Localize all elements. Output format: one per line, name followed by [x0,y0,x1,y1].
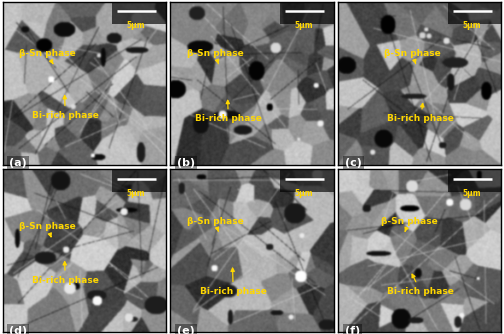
Bar [448,169,501,192]
Text: (b): (b) [177,158,195,168]
Text: 5μm: 5μm [127,189,146,198]
Bar [112,169,166,192]
Text: β-Sn phase: β-Sn phase [187,49,243,64]
Text: 5μm: 5μm [463,189,481,198]
Text: 5μm: 5μm [127,21,146,30]
Text: β-Sn phase: β-Sn phase [19,49,76,64]
Text: Bi-rich phase: Bi-rich phase [388,104,454,124]
Text: Bi-rich phase: Bi-rich phase [388,274,454,296]
Text: (a): (a) [9,158,27,168]
Bar [448,2,501,24]
Text: Bi-rich phase: Bi-rich phase [200,268,267,296]
Text: Bi-rich phase: Bi-rich phase [32,262,99,285]
Text: 5μm: 5μm [295,189,313,198]
Text: (d): (d) [9,326,27,334]
Text: 5μm: 5μm [463,21,481,30]
Bar [280,2,334,24]
Text: (c): (c) [345,158,362,168]
Text: β-Sn phase: β-Sn phase [381,217,437,231]
Text: Bi-rich phase: Bi-rich phase [195,100,262,124]
Text: Bi-rich phase: Bi-rich phase [32,96,99,120]
Text: β-Sn phase: β-Sn phase [19,222,76,237]
Text: (e): (e) [177,326,195,334]
Bar [280,169,334,192]
Text: (f): (f) [345,326,360,334]
Text: β-Sn phase: β-Sn phase [187,217,243,231]
Text: 5μm: 5μm [295,21,313,30]
Bar [112,2,166,24]
Text: β-Sn phase: β-Sn phase [384,49,441,64]
